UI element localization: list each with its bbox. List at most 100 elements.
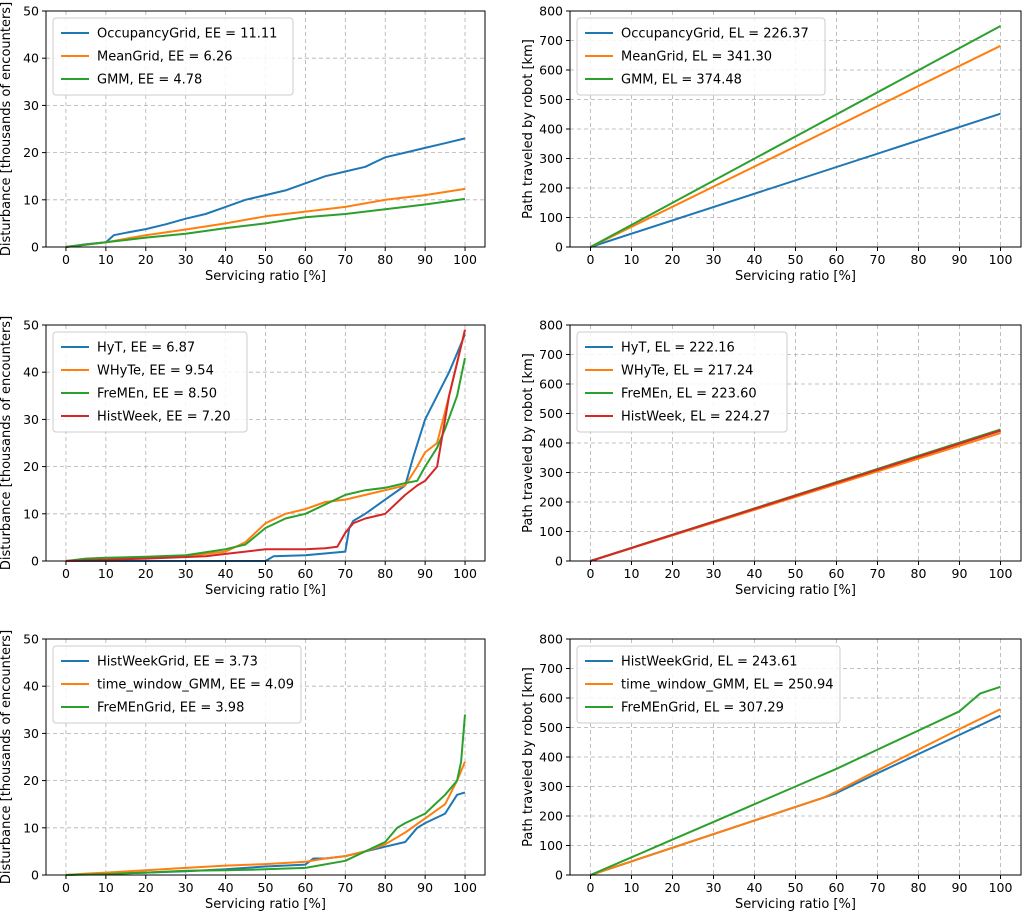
y-tick-label: 600 [539,691,563,706]
legend: HyT, EE = 6.87 WHyTe, EE = 9.54 FreMEn, EE… [52,331,248,433]
y-tick-label: 300 [539,151,563,166]
legend-label: WHyTe, EE = 9.54 [97,364,214,379]
series-line-2 [65,187,466,248]
x-tick-label: 20 [665,880,681,895]
x-tick-label: 50 [788,566,804,581]
y-tick-label: 400 [539,122,563,137]
x-tick-label: 80 [911,252,927,267]
series-line-3 [590,25,1001,248]
y-tick-label: 800 [539,4,563,19]
series-line-2 [590,708,1001,876]
legend: HistWeekGrid, EE = 3.73 time_window_GMM, … [52,645,302,724]
y-tick-label: 0 [555,554,563,569]
series-line-1 [65,791,466,876]
y-tick-label: 20 [23,459,39,474]
x-tick-label: 10 [624,252,640,267]
x-tick-label: 90 [952,880,968,895]
y-tick-label: 50 [23,318,39,333]
legend-box [52,331,248,433]
x-tick-label: 100 [453,566,477,581]
chart-path-hybrid: 0 10 20 30 40 50 60 70 80 90 100 0 100 200 300 400 500 60… [521,632,1022,912]
y-tick-label: 20 [23,145,39,160]
legend-box [576,17,826,96]
x-tick-label: 70 [870,252,886,267]
legend-label: WHyTe, EL = 217.24 [621,364,753,379]
x-tick-label: 20 [138,880,154,895]
y-tick-label: 500 [539,92,563,107]
chart-disturbance-temporal: 0 10 20 30 40 50 60 70 80 90 100 0 10 20 30 40 50 Servici… [0,316,486,598]
x-axis-label: Servicing ratio [%] [735,269,856,284]
y-tick-label: 300 [539,465,563,480]
x-tick-label: 60 [829,880,845,895]
legend-label: time_window_GMM, EL = 250.94 [621,678,834,693]
x-tick-label: 100 [989,880,1013,895]
y-tick-label: 30 [23,726,39,741]
y-tick-label: 40 [23,365,39,380]
x-tick-label: 20 [665,252,681,267]
x-tick-label: 0 [587,252,595,267]
x-tick-label: 30 [706,252,722,267]
x-tick-label: 50 [258,252,274,267]
legend-label: FreMEnGrid, EE = 3.98 [97,701,244,716]
series-line-1 [65,137,466,248]
x-tick-label: 100 [453,252,477,267]
legend-label: OccupancyGrid, EE = 11.11 [97,27,277,42]
y-axis-label: Path traveled by robot [km] [521,39,536,219]
x-tick-label: 30 [706,566,722,581]
y-tick-label: 600 [539,377,563,392]
series-line-2 [65,761,466,876]
y-tick-label: 50 [23,4,39,19]
x-tick-label: 90 [417,566,433,581]
y-tick-label: 400 [539,750,563,765]
x-tick-label: 90 [417,880,433,895]
legend-label: HyT, EE = 6.87 [97,341,195,356]
y-tick-label: 100 [539,210,563,225]
x-tick-label: 40 [747,566,763,581]
y-tick-label: 500 [539,720,563,735]
x-tick-label: 40 [747,880,763,895]
x-tick-label: 0 [587,566,595,581]
legend-box [576,645,841,724]
x-tick-label: 10 [98,880,114,895]
x-tick-label: 80 [911,880,927,895]
x-tick-label: 40 [747,252,763,267]
y-tick-label: 0 [31,240,39,255]
y-tick-label: 700 [539,347,563,362]
x-tick-label: 70 [337,252,353,267]
y-tick-label: 400 [539,436,563,451]
x-tick-label: 20 [138,252,154,267]
y-tick-label: 100 [539,524,563,539]
x-tick-label: 10 [624,880,640,895]
x-axis-label: Servicing ratio [%] [735,583,856,598]
x-axis-label: Servicing ratio [%] [205,897,326,912]
x-tick-label: 50 [258,566,274,581]
chart-path-temporal: 0 10 20 30 40 50 60 70 80 90 100 0 100 200 300 400 500 60… [521,318,1022,598]
legend-label: FreMEn, EL = 223.60 [621,387,757,402]
x-tick-label: 70 [337,880,353,895]
y-axis-label: Path traveled by robot [km] [521,667,536,847]
x-tick-label: 70 [870,566,886,581]
x-tick-label: 90 [952,566,968,581]
x-tick-label: 100 [989,566,1013,581]
x-tick-label: 30 [178,566,194,581]
legend-label: HistWeekGrid, EL = 243.61 [621,655,798,670]
legend-label: HistWeekGrid, EE = 3.73 [97,655,258,670]
x-tick-label: 50 [788,880,804,895]
chart-disturbance-static: 0 10 20 30 40 50 60 70 80 90 100 0 10 20 30 40 50 Servici… [0,2,486,284]
legend-label: HistWeek, EE = 7.20 [97,410,231,425]
x-tick-label: 70 [337,566,353,581]
x-tick-label: 0 [62,566,70,581]
x-tick-label: 60 [297,880,313,895]
x-tick-label: 60 [829,252,845,267]
x-tick-label: 70 [870,880,886,895]
x-tick-label: 10 [624,566,640,581]
y-tick-label: 200 [539,809,563,824]
x-tick-label: 80 [377,252,393,267]
x-axis-label: Servicing ratio [%] [205,269,326,284]
x-tick-label: 60 [829,566,845,581]
y-tick-label: 700 [539,661,563,676]
y-tick-label: 10 [23,192,39,207]
x-tick-label: 60 [297,566,313,581]
x-tick-label: 30 [178,880,194,895]
y-tick-label: 800 [539,318,563,333]
